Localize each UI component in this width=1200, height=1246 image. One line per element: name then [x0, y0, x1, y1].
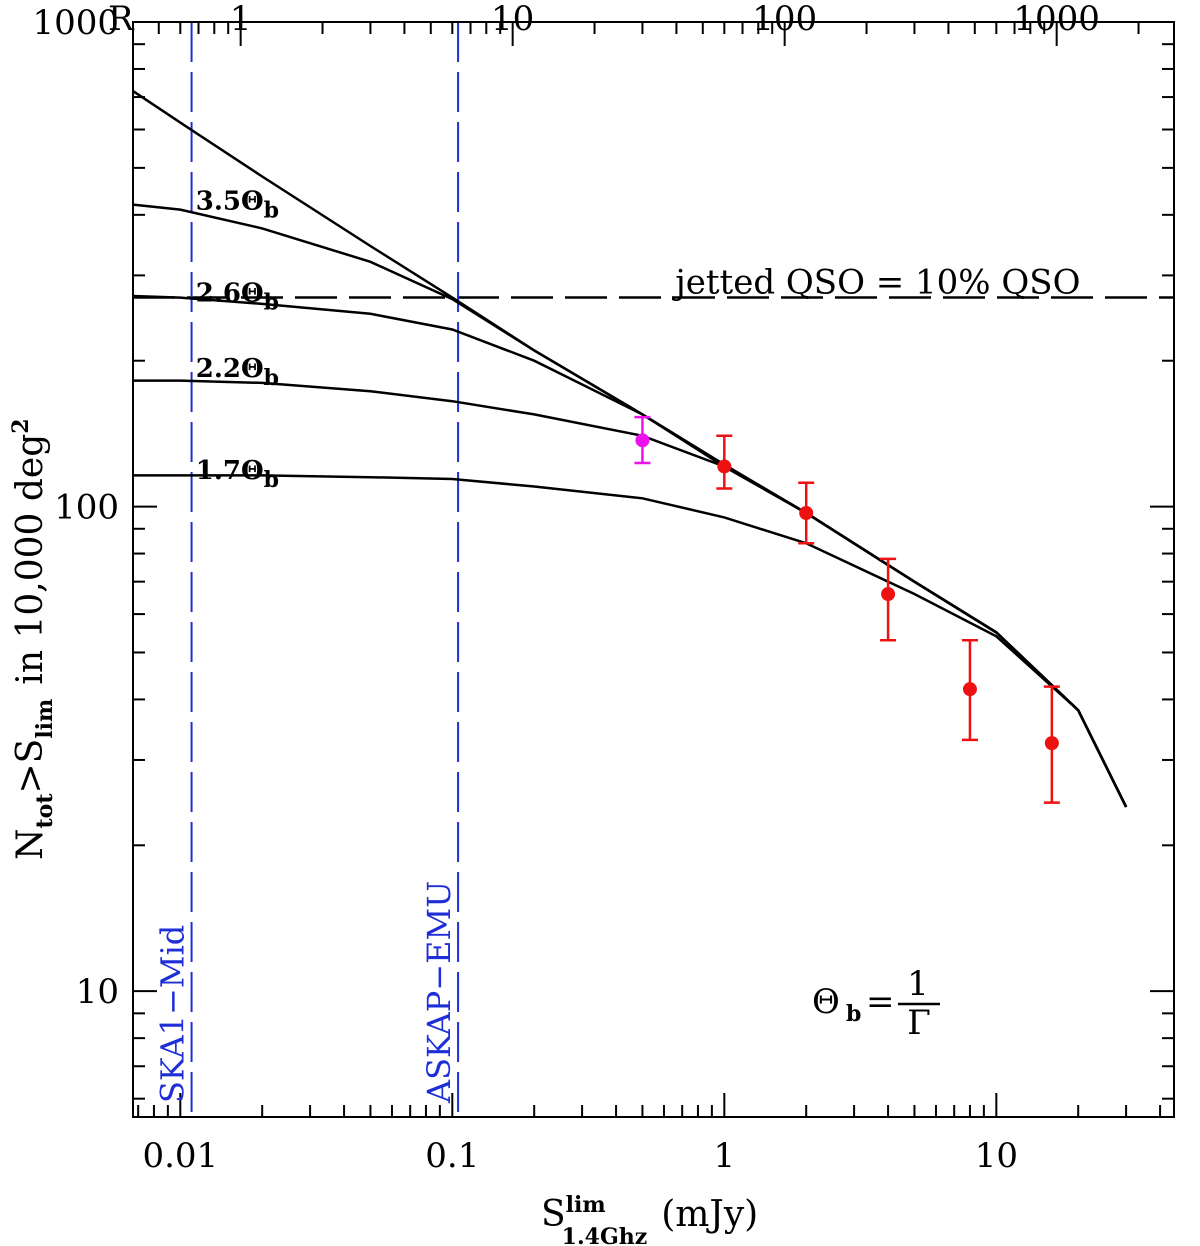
curve-label: 3.5Θb [196, 187, 279, 224]
x-axis-title-unit: (mJy) [661, 1194, 758, 1235]
top-axis-name: R [108, 0, 135, 39]
x-tick-label: 1 [713, 1136, 735, 1176]
survey-label: SKA1−Mid [154, 925, 192, 1103]
data-point [1044, 736, 1059, 751]
annotation-eq: = [866, 982, 895, 1022]
data-point [635, 433, 650, 448]
chart-ticks [133, 21, 1174, 1117]
x-tick-label: 0.01 [142, 1136, 218, 1176]
curve-label: 2.6Θb [196, 278, 279, 315]
plot-frame [132, 21, 1175, 1118]
top-tick-label: 1000 [1013, 0, 1100, 39]
y-axis-title: Ntot>Slim in 10,000 deg2 [8, 418, 58, 860]
top-tick-label: 1 [230, 0, 252, 39]
y-tick-label: 1000 [32, 3, 119, 43]
y-axis-title-main: N [10, 829, 51, 861]
y-axis-title-sub1: tot [32, 793, 58, 829]
threshold-label: jetted QSO = 10% QSO [671, 263, 1080, 303]
annotation-den: Γ [907, 1003, 931, 1043]
chart-labels: 0.01 0.1 1 10 1 10 100 1000 10 100 1000 jetted QSO … [32, 0, 1099, 1176]
x-tick-label: 10 [975, 1136, 1018, 1176]
curve-label-sub: b [264, 365, 279, 391]
y-axis-title-mid: >S [10, 739, 51, 794]
x-axis-title-sup: lim [566, 1192, 606, 1218]
top-tick-label: 100 [752, 0, 817, 39]
y-axis-title-sup: 2 [8, 418, 34, 433]
curve-label-sub: b [264, 467, 279, 493]
curve-2.2Theta_b [133, 379, 1128, 808]
curve-2.6Theta_b [132, 294, 1128, 808]
annotation-lhs: Θ [812, 982, 840, 1022]
chart-lines [132, 22, 1174, 1117]
annotation-num: 1 [907, 964, 929, 1004]
data-point [799, 506, 814, 521]
x-axis-title-sub: 1.4Ghz [562, 1224, 648, 1246]
curve-total [132, 90, 1128, 808]
curve-label-sub: b [264, 198, 279, 224]
x-tick-label: 0.1 [425, 1136, 479, 1176]
data-point [881, 587, 896, 602]
x-axis-title-main: S [541, 1194, 566, 1235]
x-axis-title: Slim 1.4Ghz (mJy) [541, 1192, 758, 1246]
chart-points [634, 415, 1060, 804]
y-axis-title-sub2: lim [32, 699, 58, 739]
y-tick-label: 10 [76, 972, 119, 1012]
data-point [717, 459, 732, 474]
curve-label: 1.7Θb [196, 456, 279, 493]
curve-1.7Theta_b [133, 474, 1128, 808]
curve-label-sub: b [264, 289, 279, 315]
y-tick-label: 100 [54, 488, 119, 528]
top-tick-label: 10 [491, 0, 534, 39]
survey-label: ASKAP−EMU [420, 881, 458, 1104]
curve-label: 2.2Θb [196, 354, 279, 391]
data-point [962, 682, 977, 697]
annotation-lhs-sub: b [846, 1001, 861, 1027]
y-axis-title-tail: in 10,000 deg [10, 434, 51, 685]
theta-annotation: Θ b = 1 Γ [812, 964, 940, 1043]
